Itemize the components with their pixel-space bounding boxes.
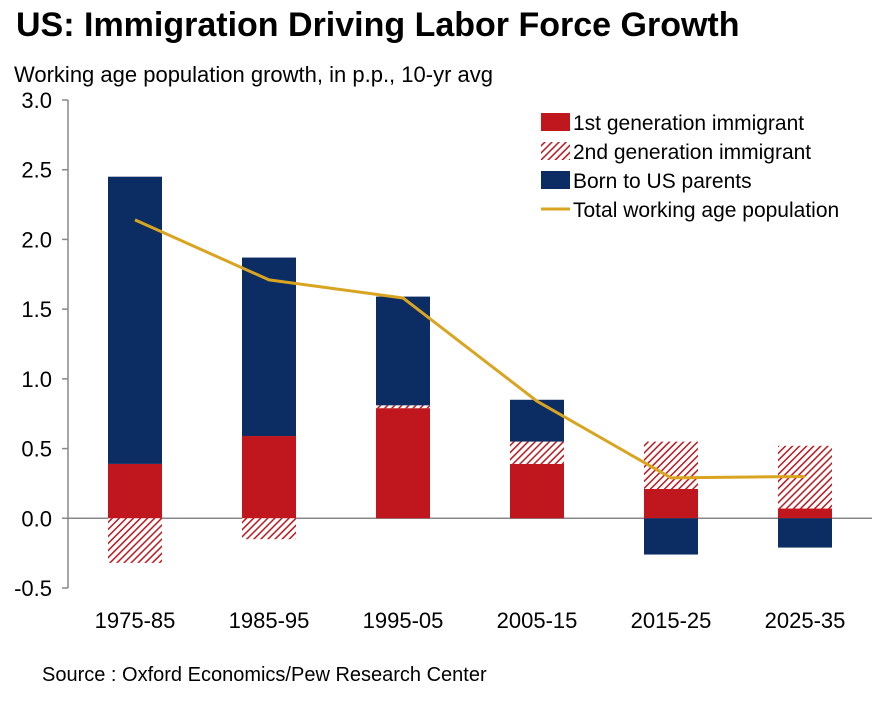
- bar-segment: [108, 463, 162, 519]
- y-tick-label: 2.5: [21, 158, 52, 183]
- bar-segment: [644, 441, 698, 490]
- bar-segment: [510, 441, 564, 464]
- x-tick-label: 2025-35: [765, 608, 846, 633]
- bar-segment: [510, 463, 564, 519]
- source-note: Source : Oxford Economics/Pew Research C…: [42, 664, 487, 686]
- legend-swatch: [541, 142, 570, 160]
- y-tick-label: 1.5: [21, 297, 52, 322]
- bar-segment: [778, 518, 832, 548]
- bar-segment: [510, 399, 564, 442]
- chart-subtitle: Working age population growth, in p.p., …: [14, 62, 493, 87]
- legend-label: Born to US parents: [573, 170, 752, 193]
- y-tick-label: 2.0: [21, 227, 52, 252]
- bar-segment: [108, 518, 162, 563]
- bar-segment: [242, 518, 296, 540]
- bar-segment: [376, 296, 430, 406]
- bar-segment: [376, 405, 430, 409]
- x-tick-label: 2005-15: [497, 608, 578, 633]
- axes-group: 3.0 2.5 2.0 1.5 1.0 0.5 0.0 -0.5 1975-85 1985-95 1…: [14, 88, 872, 633]
- y-tick-label: -0.5: [14, 576, 52, 601]
- x-tick-label: 1995-05: [363, 608, 444, 633]
- chart-title: US: Immigration Driving Labor Force Grow…: [16, 6, 740, 44]
- bars-group: [108, 176, 832, 563]
- y-tick-label: 0.0: [21, 506, 52, 531]
- bar-segment: [242, 257, 296, 437]
- bar-segment: [108, 176, 162, 464]
- y-tick-label: 1.0: [21, 367, 52, 392]
- x-tick-label: 1985-95: [229, 608, 310, 633]
- legend-label: Total working age population: [573, 199, 839, 222]
- legend-label: 1st generation immigrant: [573, 112, 804, 135]
- y-tick-label: 0.5: [21, 437, 52, 462]
- bar-segment: [644, 489, 698, 519]
- legend-swatch: [541, 113, 570, 131]
- x-tick-label: 2015-25: [631, 608, 712, 633]
- bar-segment: [376, 408, 430, 519]
- legend-label: 2nd generation immigrant: [573, 141, 811, 164]
- bar-segment: [242, 436, 296, 519]
- bar-segment: [644, 518, 698, 555]
- y-tick-label: 3.0: [21, 88, 52, 113]
- legend: 1st generation immigrant 2nd generation i…: [541, 112, 839, 222]
- line-group: [134, 218, 806, 480]
- total-series-line: [134, 218, 806, 480]
- bar-segment: [778, 508, 832, 519]
- legend-swatch: [541, 171, 570, 189]
- x-tick-label: 1975-85: [95, 608, 176, 633]
